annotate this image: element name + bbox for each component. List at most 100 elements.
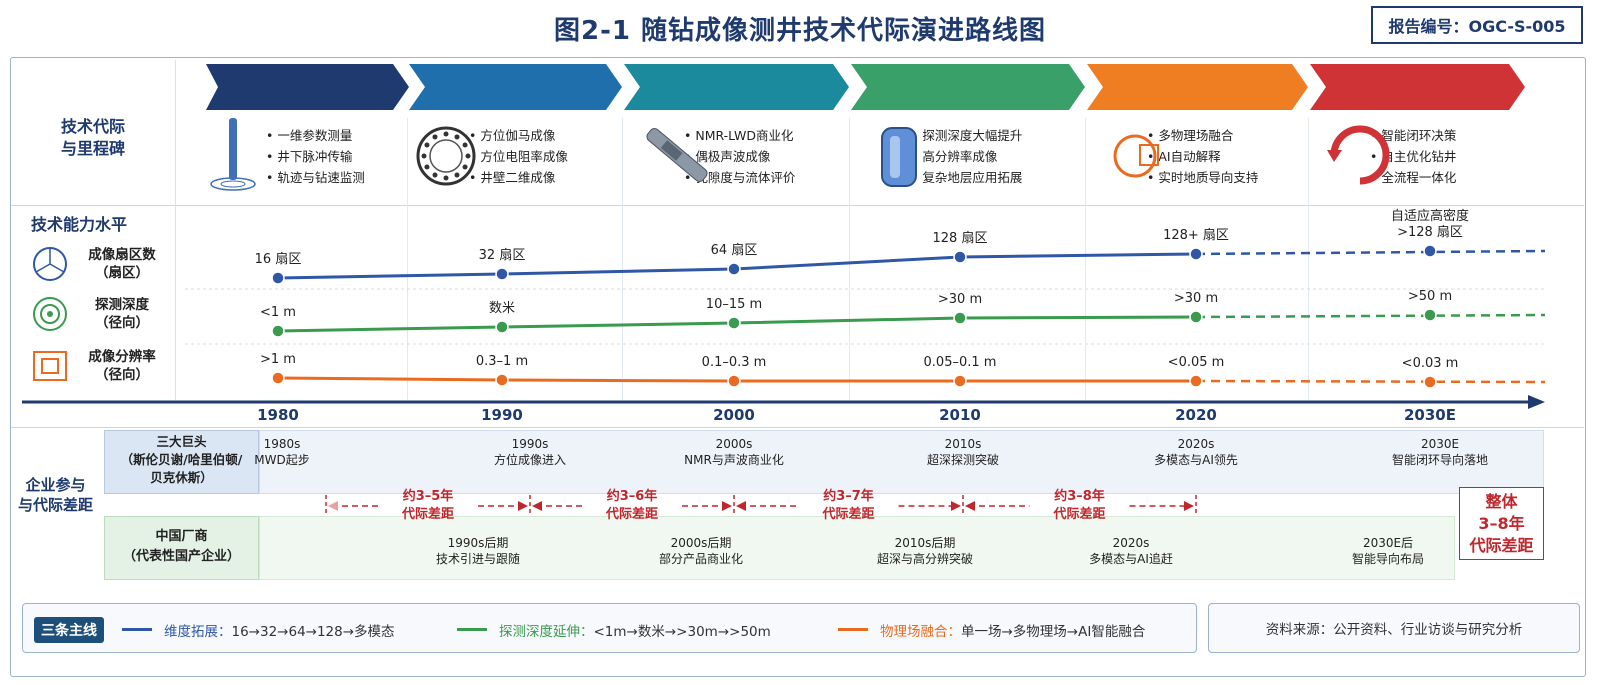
azimuthal-image-icon-dot (462, 164, 468, 170)
ai-brain-icon-chip (1139, 144, 1159, 166)
capability-point (1189, 374, 1203, 388)
section-divider-1 (11, 205, 1584, 206)
gap-arrowhead-left (328, 501, 338, 511)
azimuthal-image-icon-dot (454, 134, 460, 140)
capability-value: >30 m (1173, 291, 1219, 306)
azimuthal-image-icon-core (429, 139, 463, 173)
capability-point (727, 316, 741, 330)
closed-loop-icon-arrow (1327, 150, 1342, 162)
china-milestone: 2020s 多模态与AI追赶 (1089, 536, 1173, 566)
capability-point (953, 374, 967, 388)
capability-value: 128+ 扇区 (1163, 228, 1229, 243)
era-bullet: 孔隙度与流体评价 (684, 167, 869, 188)
legend-badge-text: 三条主线 (41, 623, 97, 639)
capability-value: 16 扇区 (254, 252, 302, 267)
era-column-divider (1085, 118, 1086, 400)
detection-depth-icon-ring (40, 304, 60, 324)
capability-value: >30 m (937, 292, 983, 307)
source-note: 资料来源：公开资料、行业访谈与研究分析 (1265, 622, 1523, 638)
capability-point (271, 371, 285, 385)
section-label-milestones: 技术代际 与里程碑 (60, 117, 125, 158)
azimuthal-image-icon-dot (424, 164, 430, 170)
axis-year-label: 2030E (1404, 406, 1456, 424)
legend-badge: 三条主线 (34, 617, 104, 643)
era-bullet: 探测深度大幅提升 (911, 125, 1105, 146)
era-column-divider (622, 118, 623, 400)
capability-point (953, 311, 967, 325)
capability-value: 10–15 m (705, 297, 763, 312)
source-box: 资料来源：公开资料、行业访谈与研究分析 (1208, 603, 1580, 653)
majors-milestone: 2010s 超深探测突破 (926, 437, 999, 467)
era-banner (851, 64, 1085, 110)
azimuthal-image-icon-dot (432, 172, 438, 178)
legend-swatch (457, 628, 487, 631)
era-bullet: 全流程一体化 (1370, 167, 1545, 188)
azimuthal-image-icon-dot (443, 131, 449, 137)
gap-label: 约3–5年 代际差距 (401, 489, 454, 522)
sector-count-icon-spokes (35, 248, 65, 273)
detection-depth-icon (33, 297, 67, 331)
resolution-icon (33, 351, 67, 381)
gap-label: 约3–8年 代际差距 (1053, 489, 1106, 522)
era-banner (206, 64, 409, 110)
axis-year-label: 2020 (1175, 406, 1217, 424)
capability-point (727, 262, 741, 276)
ai-brain-icon (1113, 134, 1157, 178)
legend-swatch (122, 628, 152, 631)
china-label: 中国厂商 （代表性国产企业） (122, 529, 240, 564)
gap-arrowhead-left (736, 501, 746, 511)
capability-point (1189, 247, 1203, 261)
china-band (259, 516, 1455, 580)
capability-value: 0.1–0.3 m (701, 355, 767, 370)
era-bullet: 井下脉冲传输 (266, 146, 429, 167)
nmr-tool-icon-band (660, 140, 683, 161)
metric-label: 成像分辨率 （径向） (88, 349, 156, 384)
era-bullet: 轨迹与钻速监测 (266, 167, 429, 188)
mwd-tool-icon-ring (210, 177, 256, 191)
era-banner (624, 64, 849, 110)
era-bullet: 复杂地层应用拓展 (911, 167, 1105, 188)
capability-point (271, 324, 285, 338)
era-bullets: 智能闭环决策自主优化钻井全流程一体化 (1370, 125, 1545, 188)
capability-value: 0.3–1 m (475, 354, 529, 369)
overall-gap-label: 整体 3–8年 代际差距 (1469, 492, 1534, 555)
azimuthal-image-icon-dot (462, 142, 468, 148)
era-column-divider (407, 118, 408, 400)
era-bullets: 探测深度大幅提升高分辨率成像复杂地层应用拓展 (911, 125, 1105, 188)
majors-band (259, 430, 1544, 494)
gap-arrowhead-left (965, 501, 975, 511)
gap-arrowhead-right (518, 501, 528, 511)
closed-loop-icon (1330, 125, 1390, 185)
legend-item: 维度拓展：16→32→64→128→多模态 (164, 620, 395, 640)
capability-point (495, 267, 509, 281)
report-number-box: 报告编号：OGC-S-005 (1371, 6, 1583, 44)
capability-line-forecast (1195, 379, 1546, 384)
axis-year-label: 1980 (257, 406, 299, 424)
majors-milestone: 2030E 智能闭环导向落地 (1391, 437, 1488, 467)
capability-point (727, 374, 741, 388)
axis-year-label: 1990 (481, 406, 523, 424)
ultra-deep-tool-icon-highlight (890, 136, 900, 178)
section-label-enterprise: 企业参与 与代际差距 (17, 476, 93, 515)
mwd-tool-icon (229, 118, 237, 180)
era-bullet: 井壁二维成像 (469, 167, 642, 188)
mwd-tool-icon-ring-inner (220, 180, 246, 188)
majors-label-box (104, 430, 259, 494)
era-bullets: 方位伽马成像方位电阻率成像井壁二维成像 (469, 125, 642, 188)
section-label-capability: 技术能力水平 (30, 215, 127, 234)
majors-milestone: 2020s 多模态与AI领先 (1154, 437, 1238, 467)
capability-value: 32 扇区 (478, 248, 526, 263)
capability-point (1423, 308, 1437, 322)
majors-milestone: 1980s MWD起步 (254, 437, 310, 467)
axis-year-label: 2000 (713, 406, 755, 424)
capability-value: 0.05–0.1 m (923, 355, 997, 370)
era-bullet: 方位电阻率成像 (469, 146, 642, 167)
metric-label: 成像扇区数 （扇区） (88, 247, 156, 282)
resolution-icon-inner (41, 358, 59, 374)
era-bullet: 高分辨率成像 (911, 146, 1105, 167)
page-title: 图2-1 随钻成像测井技术代际演进路线图 (553, 16, 1047, 46)
china-milestone: 2010s后期 超深与高分辨突破 (876, 536, 973, 566)
era-bullet: 方位伽马成像 (469, 125, 642, 146)
azimuthal-image-icon-dot (443, 175, 449, 181)
section-divider-2 (11, 427, 1584, 428)
